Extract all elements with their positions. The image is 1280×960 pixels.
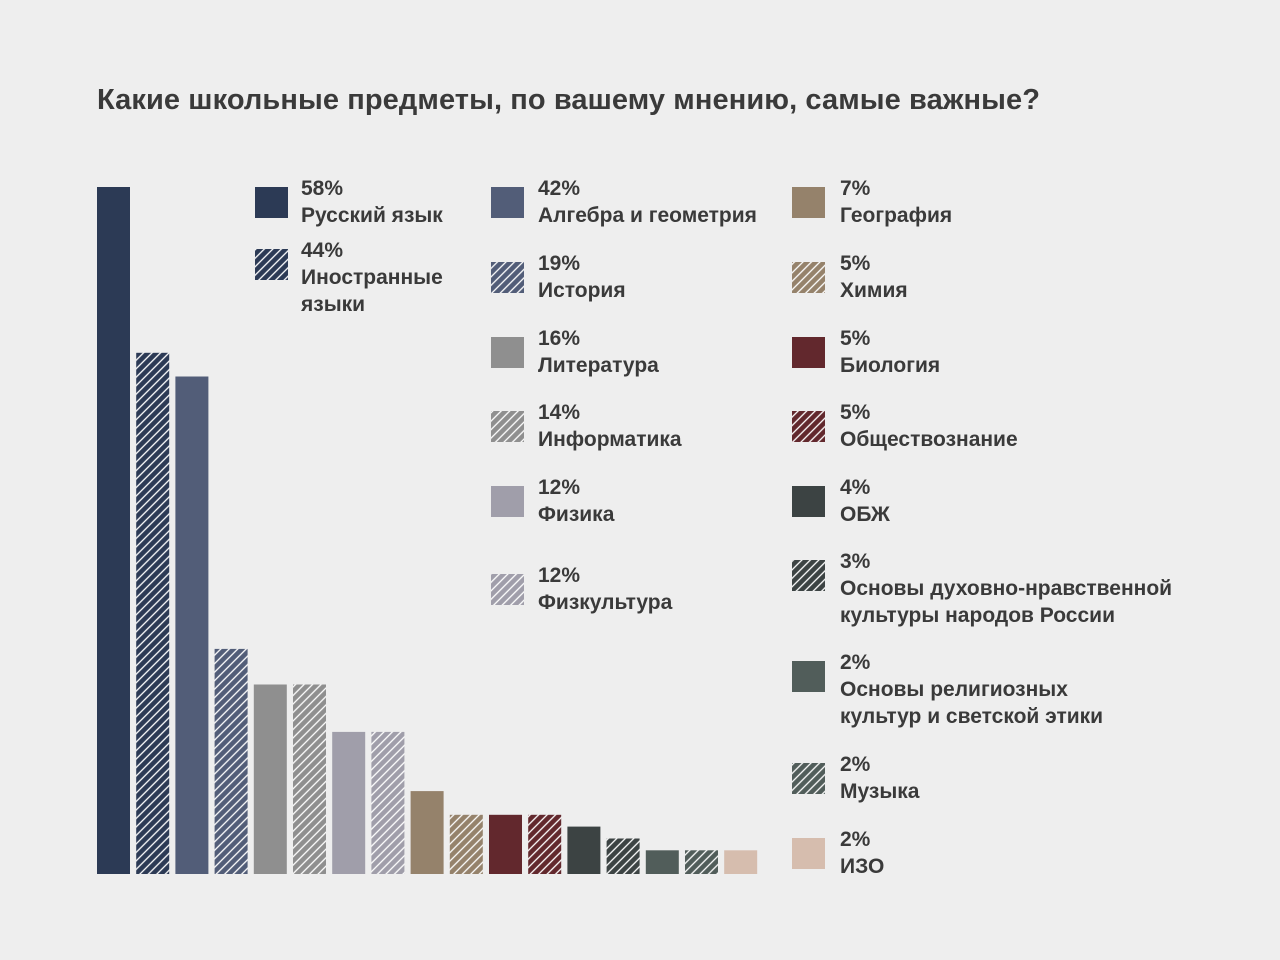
legend-value: 3% <box>840 550 871 573</box>
legend-value: 16% <box>538 327 580 350</box>
legend-value: 2% <box>840 828 871 851</box>
legend-item: 7% География <box>792 177 952 227</box>
legend: 58% Русский язык 44% Иностранные языки 42% Алг… <box>255 177 1172 878</box>
legend-label: культуры народов России <box>840 604 1115 627</box>
bar-7 <box>332 731 366 874</box>
legend-swatch <box>792 187 825 218</box>
legend-label: языки <box>300 293 365 316</box>
legend-item: 44% Иностранные языки <box>255 239 443 316</box>
legend-label: Физика <box>538 503 615 526</box>
legend-label: культур и светской этики <box>840 705 1103 728</box>
legend-value: 5% <box>840 327 871 350</box>
legend-swatch <box>491 574 524 605</box>
legend-label: Основы религиозных <box>840 678 1068 701</box>
bar-14 <box>606 838 640 874</box>
legend-item: 12% Физика <box>491 476 615 526</box>
bar-8 <box>371 731 405 874</box>
legend-swatch <box>792 661 825 692</box>
bar-9 <box>410 791 444 874</box>
legend-value: 5% <box>840 401 871 424</box>
legend-value: 4% <box>840 476 871 499</box>
legend-item: 2% ИЗО <box>792 828 884 878</box>
bar-1 <box>97 187 130 874</box>
legend-label: Русский язык <box>301 204 443 227</box>
legend-label: География <box>840 204 952 227</box>
legend-swatch <box>255 249 288 280</box>
bar-2 <box>136 352 170 874</box>
legend-item: 3% Основы духовно-нравственной культуры на… <box>792 550 1172 627</box>
bar-11 <box>489 814 522 874</box>
legend-item: 16% Литература <box>491 327 659 377</box>
legend-label: Биология <box>840 354 940 377</box>
chart-title: Какие школьные предметы, по вашему мнени… <box>97 84 1041 116</box>
legend-item: 12% Физкультура <box>491 564 673 614</box>
legend-value: 44% <box>301 239 343 262</box>
legend-item: 14% Информатика <box>491 401 682 451</box>
legend-swatch <box>792 262 825 293</box>
legend-label: Музыка <box>840 780 920 803</box>
legend-value: 19% <box>538 252 580 275</box>
legend-swatch <box>491 337 524 368</box>
legend-label: ИЗО <box>840 855 884 878</box>
legend-value: 42% <box>538 177 580 200</box>
legend-value: 2% <box>840 651 871 674</box>
legend-value: 14% <box>538 401 580 424</box>
legend-item: 5% Химия <box>792 252 908 302</box>
bar-17 <box>724 850 758 874</box>
bar-3 <box>175 376 209 874</box>
legend-label: ОБЖ <box>840 503 891 526</box>
legend-label: Физкультура <box>538 591 673 614</box>
bar-13 <box>567 826 601 874</box>
legend-value: 12% <box>538 564 580 587</box>
legend-swatch <box>491 486 524 517</box>
legend-swatch <box>491 411 524 442</box>
bars-group <box>97 187 758 874</box>
bar-15 <box>645 850 679 874</box>
legend-value: 58% <box>301 177 343 200</box>
legend-item: 2% Музыка <box>792 753 920 803</box>
legend-item: 4% ОБЖ <box>792 476 891 526</box>
legend-swatch <box>491 262 524 293</box>
legend-item: 42% Алгебра и геометрия <box>491 177 757 227</box>
legend-item: 58% Русский язык <box>255 177 443 227</box>
legend-item: 5% Биология <box>792 327 940 377</box>
bar-5 <box>253 684 287 874</box>
legend-swatch <box>792 337 825 368</box>
legend-swatch <box>792 411 825 442</box>
legend-label: Основы духовно-нравственной <box>840 577 1172 600</box>
legend-swatch <box>792 838 825 869</box>
legend-item: 19% История <box>491 252 626 302</box>
legend-item: 5% Обществознание <box>792 401 1018 451</box>
bar-16 <box>685 850 718 874</box>
legend-label: История <box>538 279 626 302</box>
legend-label: Литература <box>538 354 659 377</box>
legend-label: Информатика <box>538 428 682 451</box>
legend-value: 7% <box>840 177 871 200</box>
bar-4 <box>214 648 248 874</box>
legend-swatch <box>792 486 825 517</box>
legend-value: 12% <box>538 476 580 499</box>
legend-swatch <box>491 187 524 218</box>
legend-value: 2% <box>840 753 871 776</box>
legend-item: 2% Основы религиозных культур и светской э… <box>792 651 1103 728</box>
legend-value: 5% <box>840 252 871 275</box>
legend-swatch <box>792 560 825 591</box>
bar-10 <box>449 814 483 874</box>
legend-swatch <box>255 187 288 218</box>
legend-label: Химия <box>840 279 908 302</box>
legend-label: Иностранные <box>301 266 443 289</box>
legend-label: Обществознание <box>840 428 1018 451</box>
bar-6 <box>293 684 326 874</box>
legend-label: Алгебра и геометрия <box>538 204 757 227</box>
bar-12 <box>528 814 562 874</box>
legend-swatch <box>792 763 825 794</box>
